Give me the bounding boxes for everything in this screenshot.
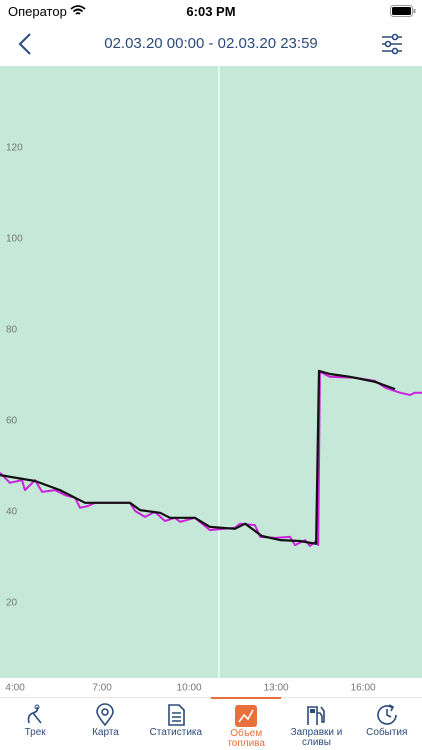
tab-icon [27, 704, 42, 724]
fuel-line [0, 370, 422, 547]
x-tick-label: 13:00 [264, 683, 289, 694]
tab-icon [96, 703, 115, 727]
y-tick-label: 80 [6, 325, 18, 336]
y-tick-label: 100 [6, 234, 23, 245]
tab[interactable]: Заправки и сливы [281, 698, 351, 750]
y-tick-label: 60 [6, 416, 18, 427]
plot-background [0, 66, 422, 678]
tab-icon [377, 704, 397, 725]
date-range[interactable]: 02.03.20 00:00 - 02.03.20 23:59 [104, 35, 318, 52]
x-tick-label: 7:00 [92, 683, 112, 694]
x-tick-label: 16:00 [351, 683, 376, 694]
tab[interactable]: Объем топлива [210, 697, 282, 750]
fuel-line [0, 369, 396, 545]
tab[interactable]: Статистика [141, 698, 211, 750]
y-tick-label: 120 [6, 143, 23, 154]
tab-icon [168, 704, 185, 726]
tab-icon [307, 706, 326, 725]
tab-label: Трек [24, 727, 46, 738]
tab[interactable]: Карта [70, 698, 140, 750]
tab-label: Объем топлива [227, 728, 265, 749]
filter-button[interactable] [380, 32, 404, 56]
tab-label: Карта [92, 727, 119, 738]
carrier: Оператор [8, 4, 67, 19]
wifi-icon [70, 5, 86, 15]
y-tick-label: 40 [6, 507, 18, 518]
tab-icon [235, 705, 258, 727]
tab[interactable]: События [352, 698, 422, 750]
clock: 6:03 PM [186, 4, 236, 19]
x-tick-label: 4:00 [5, 683, 25, 694]
battery-icon [390, 5, 416, 17]
x-tick-label: 10:00 [177, 683, 202, 694]
y-tick-label: 20 [6, 598, 18, 609]
tab-label: Заправки и сливы [290, 727, 343, 748]
tab-label: События [366, 727, 408, 738]
tab[interactable]: Трек [0, 698, 70, 750]
header: 02.03.20 00:00 - 02.03.20 23:59 [0, 22, 422, 66]
tab-bar: Трек Карта Статистика Объем топлива Заправки… [0, 697, 422, 750]
chart: 20 40 60 80 100 120 4:00 7:00 10:00 13:00 16:00 [0, 66, 422, 694]
tab-label: Статистика [149, 727, 203, 738]
back-button[interactable] [16, 32, 36, 56]
status-bar: Оператор 6:03 PM [0, 0, 422, 22]
